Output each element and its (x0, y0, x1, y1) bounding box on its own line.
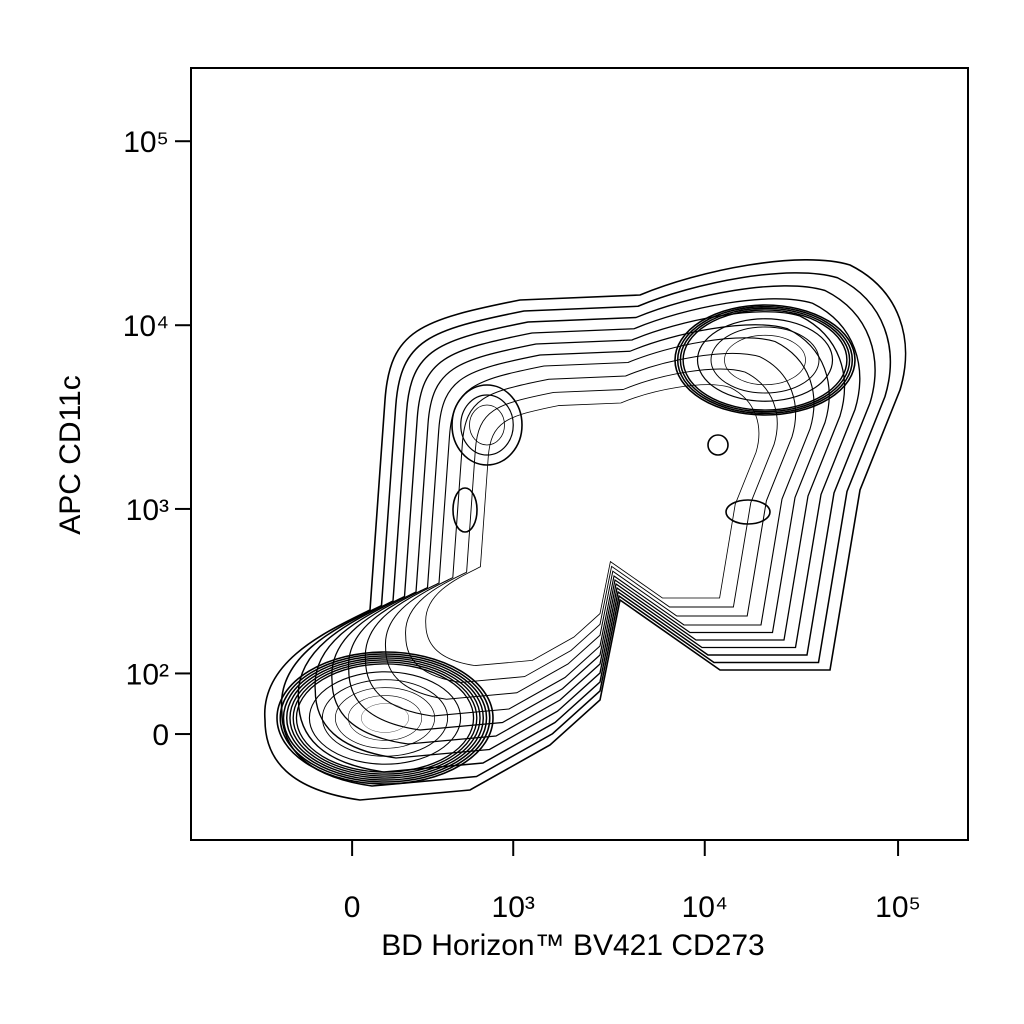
high-population-contour (696, 318, 834, 402)
contour-plot (264, 259, 907, 801)
population-contour (264, 259, 907, 801)
high-population-contour (724, 334, 806, 386)
low-population-contour (321, 679, 449, 757)
high-population-contour (679, 307, 851, 413)
low-population-contour (348, 695, 422, 741)
high-population-contour (676, 305, 854, 415)
high-population-contour (710, 326, 820, 394)
population-contour (385, 352, 797, 700)
mid-population-contour (451, 384, 523, 466)
low-population-contour (334, 687, 436, 749)
y-tick-label: 0 (152, 719, 169, 752)
low-population-contour (295, 663, 475, 773)
x-tick-label: 10³ (492, 891, 535, 924)
high-population-contour (674, 304, 856, 416)
y-tick-label: 10⁵ (123, 126, 169, 159)
population-contour (425, 384, 760, 667)
low-population-contour (279, 653, 491, 783)
mid-population-contour (725, 499, 771, 525)
low-population-contour (289, 659, 481, 777)
low-population-contour (276, 651, 494, 785)
mid-population-contour (452, 487, 478, 533)
mid-population-contour (707, 434, 729, 456)
low-population-contour (285, 657, 485, 779)
low-population-contour (292, 661, 478, 775)
population-contour (364, 337, 815, 717)
high-population-contour (682, 309, 848, 411)
low-population-contour (308, 671, 462, 765)
population-contour (405, 368, 778, 683)
population-contour (280, 272, 892, 787)
low-population-contour (282, 655, 488, 781)
y-tick-label: 10² (126, 658, 169, 691)
y-tick-label: 10⁴ (123, 310, 169, 343)
mid-population-contour (469, 404, 505, 446)
mid-population-contour (460, 394, 514, 456)
x-tick-label: 10⁵ (875, 891, 921, 924)
y-tick-label: 10³ (126, 494, 169, 527)
x-axis-label: BD Horizon™ BV421 CD273 (381, 929, 765, 962)
population-contour (314, 298, 861, 759)
population-contour (348, 324, 830, 731)
x-tick-label: 10⁴ (682, 891, 728, 924)
x-tick-label: 0 (344, 891, 361, 924)
low-population-contour (361, 703, 409, 733)
population-contour (331, 311, 846, 745)
plot-frame (190, 67, 969, 841)
y-axis-label: APC CD11c (54, 375, 87, 535)
